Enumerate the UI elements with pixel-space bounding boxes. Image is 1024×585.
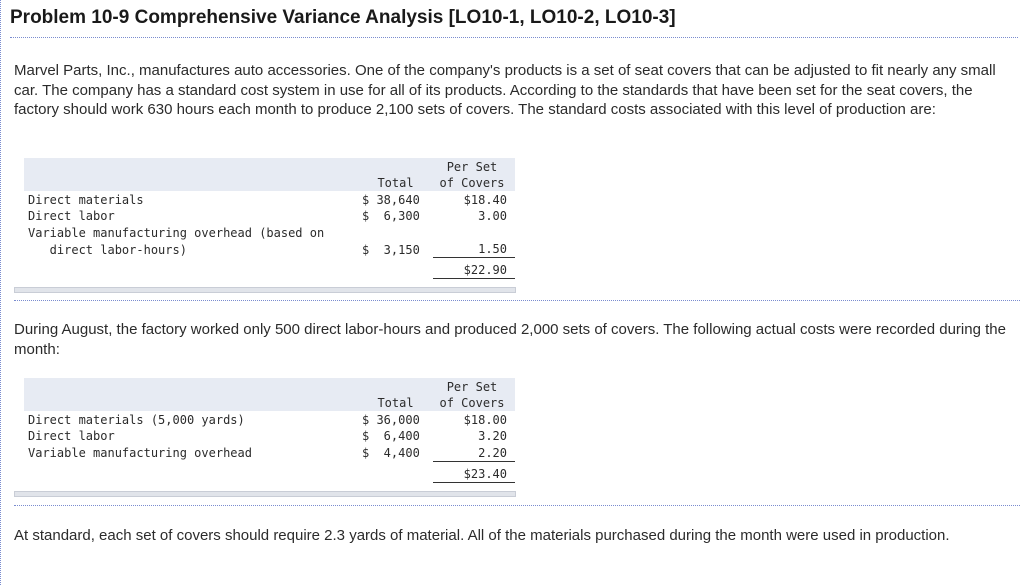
- header-of-covers: of Covers: [433, 394, 515, 411]
- table-row: Variable manufacturing overhead $ 4,400 …: [24, 444, 515, 462]
- table-header-row: Total of Covers: [24, 174, 515, 191]
- table-row: Direct materials (5,000 yards) $ 36,000 …: [24, 411, 515, 428]
- row-per-set: 2.20: [433, 444, 515, 462]
- row-per-set: 1.50: [433, 240, 515, 258]
- row-total: $ 6,300: [362, 209, 420, 223]
- table-scrollbar[interactable]: [14, 287, 516, 293]
- actual-cost-table: Per Set Total of Covers Direct materials…: [24, 378, 515, 483]
- header-per-set: Per Set: [433, 378, 515, 395]
- table-row: direct labor-hours) $ 3,150 1.50: [24, 240, 515, 258]
- table-scrollbar[interactable]: [14, 491, 516, 497]
- row-label: Direct materials (5,000 yards): [28, 412, 245, 427]
- row-total: $ 3,150: [362, 242, 420, 257]
- row-label: Direct labor: [28, 209, 115, 223]
- section-divider: [14, 300, 1020, 301]
- header-total: Total: [358, 174, 433, 191]
- problem-title: Problem 10-9 Comprehensive Variance Anal…: [10, 7, 676, 28]
- row-per-set: $18.40: [463, 192, 507, 207]
- closing-paragraph: At standard, each set of covers should r…: [14, 527, 950, 544]
- table-row: Variable manufacturing overhead (based o…: [24, 224, 515, 241]
- table-total-row: $22.90: [24, 257, 515, 279]
- row-total: $ 36,000: [362, 412, 420, 427]
- total-per-set: $22.90: [433, 257, 515, 279]
- standard-cost-table: Per Set Total of Covers Direct materials…: [24, 158, 515, 279]
- row-label: Variable manufacturing overhead (based o…: [28, 225, 325, 240]
- table-row: Direct labor $ 6,400 3.20: [24, 428, 515, 445]
- row-per-set: $18.00: [463, 412, 507, 427]
- header-of-covers: of Covers: [433, 174, 515, 191]
- table-header-row: Per Set: [24, 158, 515, 175]
- row-total: $ 6,400: [362, 429, 420, 443]
- row-per-set: 3.00: [478, 209, 507, 223]
- header-per-set: Per Set: [433, 158, 515, 175]
- intro-paragraph: Marvel Parts, Inc., manufactures auto ac…: [14, 62, 996, 118]
- table-header-row: Per Set: [24, 378, 515, 395]
- header-total: Total: [358, 394, 433, 411]
- title-divider: [10, 37, 1018, 38]
- row-label: Variable manufacturing overhead: [28, 446, 252, 460]
- total-per-set: $23.40: [433, 461, 515, 483]
- table-row: Direct labor $ 6,300 3.00: [24, 208, 515, 225]
- table-total-row: $23.40: [24, 461, 515, 483]
- row-total: $ 4,400: [362, 446, 420, 460]
- row-label: Direct labor: [28, 429, 115, 443]
- row-label: Direct materials: [28, 192, 144, 207]
- table-row: Direct materials $ 38,640 $18.40: [24, 191, 515, 208]
- table-header-row: Total of Covers: [24, 394, 515, 411]
- section-divider: [14, 505, 1020, 506]
- row-per-set: 3.20: [478, 429, 507, 443]
- august-paragraph: During August, the factory worked only 5…: [14, 321, 1006, 358]
- row-label: direct labor-hours): [28, 242, 187, 257]
- row-total: $ 38,640: [362, 192, 420, 207]
